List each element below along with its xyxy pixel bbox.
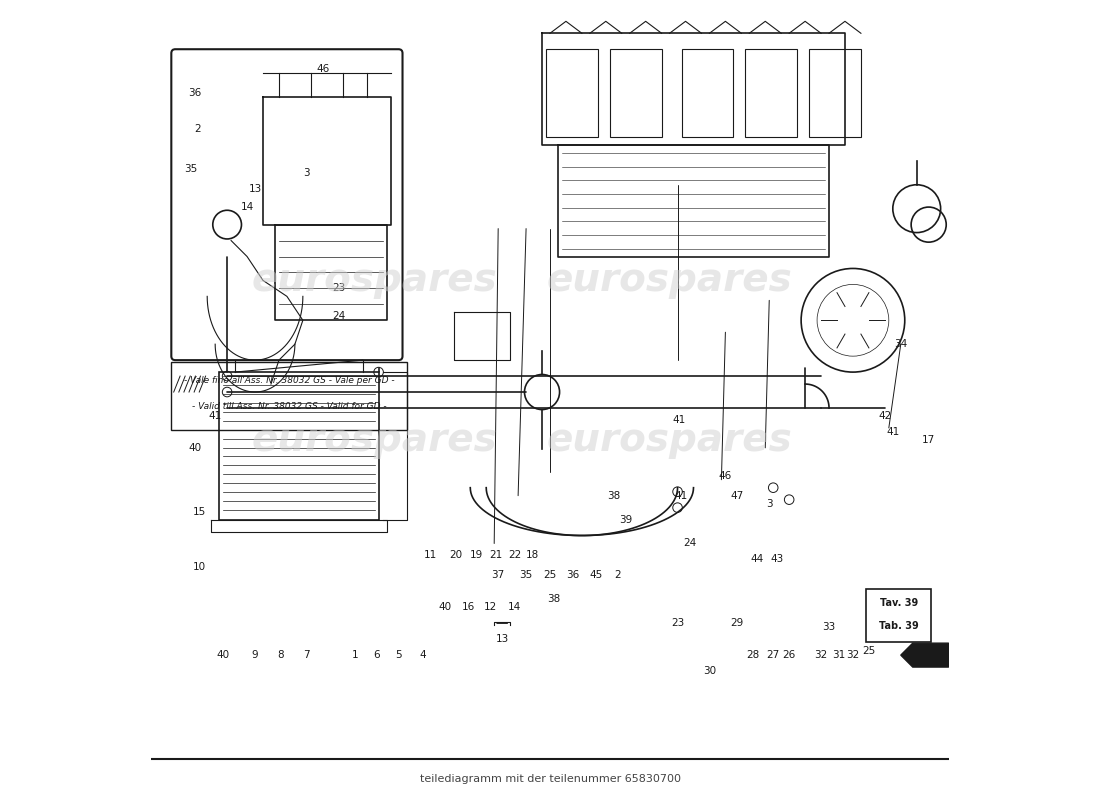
Text: 9: 9 [252,650,258,660]
Text: 7: 7 [304,650,310,660]
Text: 29: 29 [730,618,744,628]
Text: 46: 46 [718,470,732,481]
Text: 39: 39 [619,514,632,525]
Text: 25: 25 [862,646,876,656]
Bar [746,50,798,137]
Text: 41: 41 [209,411,222,421]
Text: 10: 10 [192,562,206,573]
Text: 5: 5 [395,650,402,660]
Text: 13: 13 [495,634,509,644]
Bar [810,50,861,137]
Text: 41: 41 [672,415,685,425]
Text: 28: 28 [747,650,760,660]
Text: 11: 11 [424,550,437,561]
Text: 34: 34 [894,339,908,349]
Text: 15: 15 [192,506,206,517]
Text: 2: 2 [615,570,622,580]
Bar [609,50,661,137]
Text: - Vale fino all'Ass. Nr. 38032 GS - Vale per GD -: - Vale fino all'Ass. Nr. 38032 GS - Vale… [184,375,395,385]
Text: 45: 45 [590,570,603,580]
Text: 16: 16 [462,602,475,612]
Text: eurospares: eurospares [252,421,497,459]
Text: 38: 38 [548,594,561,604]
Text: 17: 17 [922,435,935,445]
Text: 43: 43 [771,554,784,565]
Text: 33: 33 [823,622,836,632]
Text: teilediagramm mit der teilenummer 65830700: teilediagramm mit der teilenummer 658307… [419,774,681,784]
Text: 30: 30 [703,666,716,676]
Text: 38: 38 [607,490,620,501]
Text: 32: 32 [814,650,827,660]
Text: 35: 35 [185,164,198,174]
Text: 3: 3 [766,498,772,509]
Text: 36: 36 [565,570,579,580]
Text: 40: 40 [189,443,201,453]
Text: eurospares: eurospares [547,421,792,459]
FancyBboxPatch shape [172,50,403,360]
Text: 31: 31 [832,650,845,660]
Text: 4: 4 [419,650,426,660]
FancyBboxPatch shape [172,362,407,430]
Text: 44: 44 [750,554,763,565]
Text: 36: 36 [188,88,202,98]
Text: 14: 14 [241,202,254,212]
Text: 14: 14 [507,602,520,612]
Text: 25: 25 [543,570,557,580]
Text: 13: 13 [249,184,262,194]
Bar [682,50,734,137]
Text: 40: 40 [217,650,230,660]
FancyBboxPatch shape [867,589,931,642]
Text: 47: 47 [730,490,744,501]
Text: 41: 41 [675,490,689,501]
Text: 18: 18 [526,550,539,561]
Text: Tab. 39: Tab. 39 [879,621,918,630]
Text: 24: 24 [683,538,696,549]
Text: 24: 24 [332,311,345,322]
Text: 21: 21 [490,550,503,561]
Text: 35: 35 [519,570,532,580]
Text: 1: 1 [351,650,358,660]
Text: 20: 20 [450,550,462,561]
Text: - Valid till Ass. Nr. 38032 GS - Valid for GD -: - Valid till Ass. Nr. 38032 GS - Valid f… [192,402,386,411]
Text: 19: 19 [470,550,483,561]
Text: eurospares: eurospares [252,262,497,299]
Bar [546,50,597,137]
Text: 6: 6 [374,650,381,660]
Text: 8: 8 [277,650,284,660]
Text: Tav. 39: Tav. 39 [880,598,917,608]
Text: 2: 2 [195,124,201,134]
Text: 22: 22 [508,550,521,561]
Text: 41: 41 [887,427,900,437]
Text: 27: 27 [767,650,780,660]
Text: 3: 3 [304,168,310,178]
Text: 40: 40 [438,602,451,612]
Text: 23: 23 [332,283,345,294]
Text: 37: 37 [492,570,505,580]
Text: 46: 46 [316,64,329,74]
Polygon shape [901,643,948,667]
Text: 26: 26 [782,650,795,660]
Text: eurospares: eurospares [547,262,792,299]
Text: 42: 42 [878,411,891,421]
Text: 32: 32 [846,650,859,660]
Text: 12: 12 [484,602,497,612]
Text: 23: 23 [671,618,684,628]
Bar [219,372,378,519]
